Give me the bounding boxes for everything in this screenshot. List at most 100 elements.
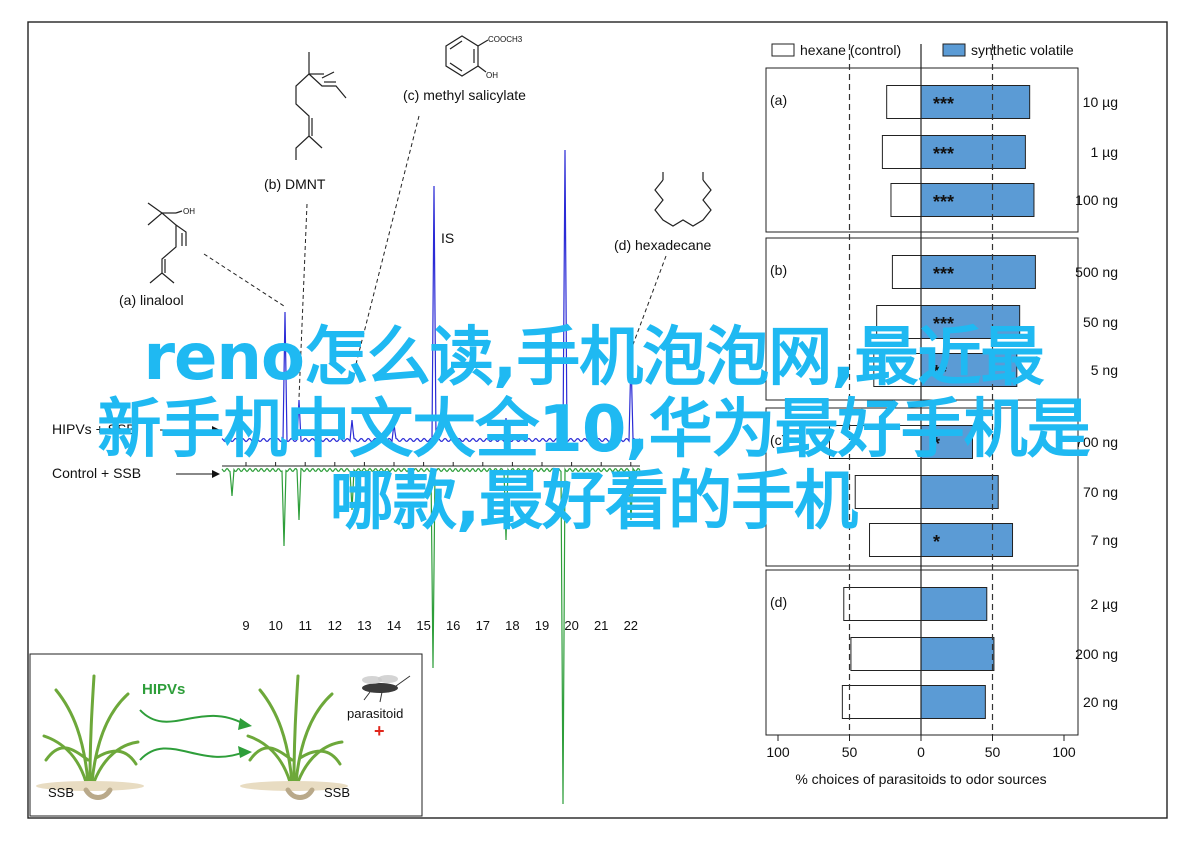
dose-label: 5 ng xyxy=(1091,362,1118,378)
plant-right-icon xyxy=(246,674,344,784)
chrom-tick-label: 12 xyxy=(328,618,342,633)
plant-left-icon xyxy=(42,674,140,784)
legend-label-synthetic: synthetic volatile xyxy=(971,42,1074,58)
dose-label: 7 ng xyxy=(1091,532,1118,548)
bar-synthetic xyxy=(920,135,1026,169)
leader-methyl-salicylate xyxy=(354,115,420,369)
panel-frame xyxy=(765,67,1079,233)
dose-label: 500 ng xyxy=(1075,264,1118,280)
dmnt-label: (b) DMNT xyxy=(264,176,326,192)
molecule-linalool xyxy=(147,202,187,284)
hipvs-arrow-head-2 xyxy=(238,746,252,758)
legend-swatch-synthetic xyxy=(942,43,966,57)
panel-frame xyxy=(765,237,1079,401)
is-label: IS xyxy=(441,230,454,246)
molecule-methyl-salicylate xyxy=(445,35,489,77)
chrom-tick-label: 21 xyxy=(594,618,608,633)
bar-synthetic xyxy=(920,183,1035,217)
bar-hexane xyxy=(873,353,922,387)
hipvs-arrows xyxy=(139,709,245,761)
linalool-label: (a) linalool xyxy=(119,292,184,308)
leader-lines xyxy=(203,115,667,399)
dose-label: 100 ng xyxy=(1075,192,1118,208)
hexadecane-label: (d) hexadecane xyxy=(614,237,712,253)
dose-label: 200 ng xyxy=(1075,646,1118,662)
chromatogram: 9 10 11 12 13 14 15 16 17 18 19 20 21 22 HIPVs + SSB … xyxy=(52,149,641,805)
bar-hexane xyxy=(843,587,922,621)
legend-label-hexane: hexane (control) xyxy=(800,42,901,58)
chromatogram-ticks: 9 10 11 12 13 14 15 16 17 18 19 20 21 22 xyxy=(242,462,638,633)
panel-label: (d) xyxy=(770,594,787,610)
bar-hexane xyxy=(891,255,922,289)
parasitoid-label: parasitoid xyxy=(347,706,403,721)
bar-hexane xyxy=(850,637,922,671)
overlay-line-1: reno怎么读,手机泡泡网,最近最 xyxy=(143,321,1044,395)
odor-choice-chart: hexane (control) synthetic volatile(a) ***… xyxy=(765,42,1118,787)
chrom-tick-label: 17 xyxy=(476,618,490,633)
arrow-control-head xyxy=(212,470,220,478)
overlay-line-3: 哪款,最好看的手机 xyxy=(329,465,858,539)
bar-synthetic xyxy=(920,523,1014,557)
leader-hexadecane xyxy=(630,255,667,351)
ssb-left-label: SSB xyxy=(48,785,74,800)
hipvs-arrow-head-1 xyxy=(238,718,252,730)
linalool-oh-label: OH xyxy=(183,207,195,216)
bar-hexane xyxy=(886,85,922,119)
arrow-hipvs-head xyxy=(212,426,220,434)
x-tick-label: 100 xyxy=(1052,744,1076,760)
chrom-tick-label: 22 xyxy=(624,618,638,633)
bar-hexane xyxy=(869,523,922,557)
bar-hexane xyxy=(841,685,922,719)
significance-label: *** xyxy=(933,94,954,114)
bar-hexane xyxy=(881,135,922,169)
significance-label: *** xyxy=(933,264,954,284)
bar-synthetic xyxy=(920,353,1018,387)
dose-label: 50 ng xyxy=(1083,314,1118,330)
hipvs-inset-label: HIPVs xyxy=(142,681,185,698)
panel-frame xyxy=(765,407,1079,567)
bar-hexane xyxy=(890,183,922,217)
hipvs-trace xyxy=(221,149,641,443)
figure-frame xyxy=(27,21,1168,819)
significance-label: *** xyxy=(933,192,954,212)
plant-left-ground xyxy=(36,781,144,791)
bar-synthetic xyxy=(920,685,986,719)
significance-label: *** xyxy=(933,314,954,334)
x-tick-label: 50 xyxy=(842,744,858,760)
significance-label: *** xyxy=(933,144,954,164)
overlay-line-2: 新手机中文大全10,华为最好手机是 xyxy=(97,393,1090,467)
significance-label: ** xyxy=(933,362,947,382)
control-trace xyxy=(221,466,641,805)
bar-hexane xyxy=(828,425,922,459)
chrom-tick-label: 11 xyxy=(298,618,312,633)
ssb-right-larva-icon xyxy=(285,787,315,800)
chrom-tick-label: 20 xyxy=(564,618,578,633)
trace-label-control: Control + SSB xyxy=(52,465,141,481)
inset-panel: SSB SSB HIPVs parasitoid + xyxy=(29,653,423,817)
bar-synthetic xyxy=(920,425,973,459)
x-tick-label: 100 xyxy=(766,744,790,760)
panel-label: (b) xyxy=(770,262,787,278)
dose-label: 70 ng xyxy=(1083,484,1118,500)
bar-synthetic xyxy=(920,587,988,621)
panel-label: (c) xyxy=(770,432,786,448)
chrom-tick-label: 10 xyxy=(268,618,282,633)
plus-icon: + xyxy=(374,721,385,741)
significance-label: * xyxy=(933,434,940,454)
chrom-tick-label: 9 xyxy=(242,618,249,633)
molecule-hexadecane xyxy=(654,172,712,227)
x-tick-label: 0 xyxy=(917,744,925,760)
ssb-right-label: SSB xyxy=(324,785,350,800)
chrom-tick-label: 16 xyxy=(446,618,460,633)
leader-linalool xyxy=(203,253,285,307)
chrom-tick-label: 18 xyxy=(505,618,519,633)
leader-dmnt xyxy=(298,203,308,399)
dose-label: 1 µg xyxy=(1090,144,1118,160)
dose-label: 20 ng xyxy=(1083,694,1118,710)
chrom-tick-label: 19 xyxy=(535,618,549,633)
bar-hexane xyxy=(876,305,922,339)
significance-label: * xyxy=(933,532,940,552)
panel-label: (a) xyxy=(770,92,787,108)
